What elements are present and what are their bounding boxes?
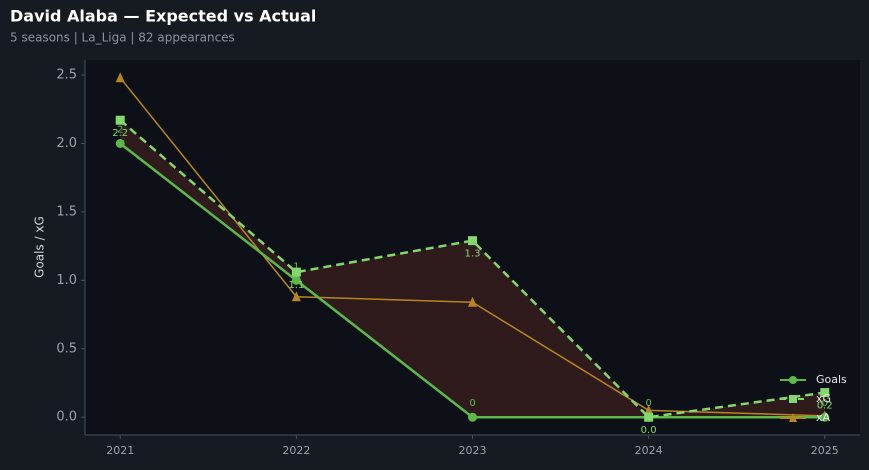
y-tick-label: 1.0	[56, 273, 77, 288]
x-tick-label: 2022	[282, 444, 310, 457]
point	[115, 115, 125, 125]
series-line	[119, 119, 825, 419]
y-axis-label: Goals / xG	[33, 216, 47, 278]
point	[468, 236, 477, 246]
legend-marker	[789, 376, 797, 384]
data-label: 2	[117, 124, 123, 135]
point	[291, 267, 301, 277]
point	[291, 275, 301, 285]
legend-label: xA	[816, 411, 831, 424]
x-tick-label: 2024	[635, 444, 663, 457]
legend-label: Goals	[816, 373, 847, 386]
data-label: 0	[645, 398, 651, 409]
point	[291, 291, 301, 302]
point	[820, 388, 830, 398]
point	[644, 412, 654, 422]
x-tick-label: 2025	[811, 444, 839, 457]
legend-marker	[789, 413, 797, 422]
data-label: 0.2	[817, 401, 833, 412]
data-label: 2.2	[112, 128, 128, 139]
data-label: 1.1	[288, 280, 304, 291]
x-tick-label: 2023	[459, 444, 487, 457]
chart-subtitle: 5 seasons | La_Liga | 82 appearances	[10, 31, 235, 45]
point	[468, 412, 477, 422]
y-tick-label: 1.5	[56, 204, 77, 219]
legend-marker	[789, 395, 797, 403]
point	[820, 412, 830, 422]
point	[115, 138, 125, 148]
x-tick-label: 2021	[106, 444, 134, 457]
data-label: 1.3	[465, 249, 481, 260]
gap-area	[120, 120, 825, 418]
data-label: 0.0	[641, 425, 657, 436]
legend-label: xG	[816, 392, 831, 405]
chart-title: David Alaba — Expected vs Actual	[10, 7, 316, 26]
point	[644, 404, 654, 415]
y-tick-label: 0.5	[56, 341, 77, 356]
y-tick-label: 0.0	[56, 410, 77, 425]
y-tick-label: 2.5	[56, 68, 77, 83]
data-label: 0	[469, 398, 475, 409]
point	[468, 296, 477, 307]
data-label: 0	[822, 398, 828, 409]
y-tick-label: 2.0	[56, 136, 77, 151]
point	[115, 72, 125, 83]
data-label: 1	[293, 261, 299, 272]
